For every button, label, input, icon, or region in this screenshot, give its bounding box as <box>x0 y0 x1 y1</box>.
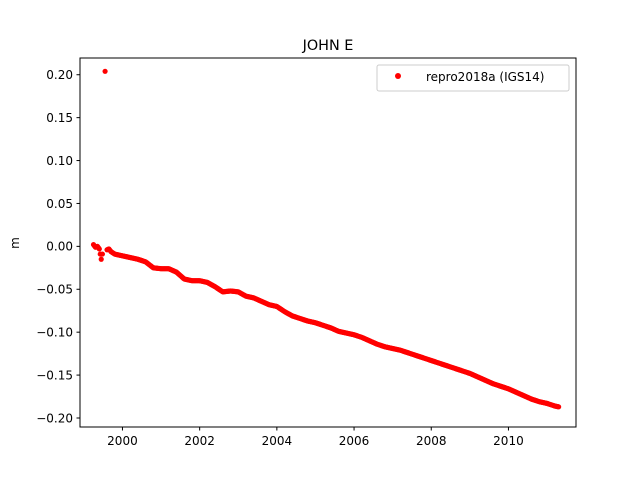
legend-label: repro2018a (IGS14) <box>426 70 544 84</box>
y-axis-label: m <box>8 237 22 249</box>
legend-marker <box>395 73 401 79</box>
data-point <box>102 68 108 74</box>
y-tick-label: 0.00 <box>46 240 73 254</box>
data-point <box>99 251 105 257</box>
y-tick-label: 0.20 <box>46 68 73 82</box>
x-tick-label: 2006 <box>339 434 370 448</box>
y-tick-label: −0.20 <box>36 411 73 425</box>
data-point <box>556 404 562 410</box>
x-tick-label: 2008 <box>416 434 447 448</box>
y-tick-label: 0.15 <box>46 111 73 125</box>
legend: repro2018a (IGS14) <box>376 64 570 92</box>
chart-title: JOHN E <box>302 38 354 54</box>
y-tick-label: −0.15 <box>36 368 73 382</box>
x-tick-label: 2002 <box>184 434 215 448</box>
data-points <box>90 68 562 410</box>
data-point <box>98 256 104 262</box>
x-tick-label: 2000 <box>107 434 138 448</box>
x-tick-label: 2004 <box>262 434 293 448</box>
y-tick-label: −0.10 <box>36 325 73 339</box>
x-tick-label: 2010 <box>493 434 524 448</box>
data-point <box>96 246 102 252</box>
x-axis-ticks: 2000 2002 2004 2006 2008 2010 <box>107 427 524 448</box>
legend-box <box>376 64 570 92</box>
y-tick-label: 0.05 <box>46 197 73 211</box>
y-axis-ticks: 0.20 0.15 0.10 0.05 0.00 −0.05 −0.10 −0.15 −0.20 <box>36 68 80 425</box>
y-tick-label: 0.10 <box>46 154 73 168</box>
plot-frame <box>79 57 577 428</box>
y-tick-label: −0.05 <box>36 283 73 297</box>
